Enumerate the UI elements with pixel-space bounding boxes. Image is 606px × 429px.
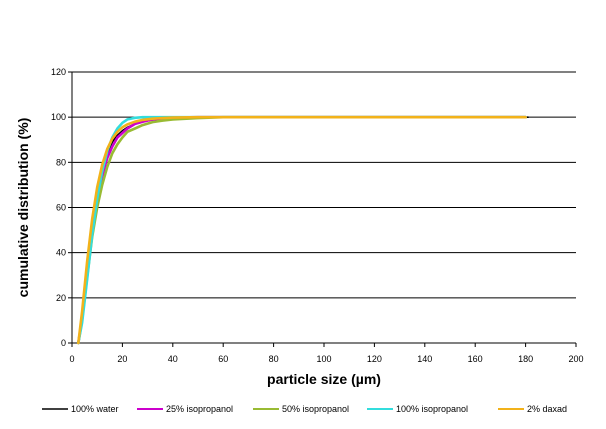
x-tick-label: 20 xyxy=(117,354,127,364)
grid-lines xyxy=(72,71,576,299)
y-tick-label: 0 xyxy=(61,338,66,348)
legend-label: 2% daxad xyxy=(527,404,567,414)
series-line-0 xyxy=(77,116,529,344)
x-tick-label: 200 xyxy=(568,354,583,364)
legend-label: 100% isopropanol xyxy=(396,404,468,414)
series-line-4 xyxy=(77,115,527,345)
y-tick-label: 80 xyxy=(56,157,66,167)
series-line-1 xyxy=(77,115,527,345)
legend: 100% water 25% isopropanol 50% isopropanol… xyxy=(42,404,567,414)
series-lines xyxy=(77,115,529,345)
x-tick-label: 40 xyxy=(168,354,178,364)
legend-label: 25% isopropanol xyxy=(166,404,233,414)
legend-label: 50% isopropanol xyxy=(282,404,349,414)
y-tick-label: 120 xyxy=(51,67,66,77)
x-tick-label: 100 xyxy=(316,354,331,364)
x-tick-label: 60 xyxy=(218,354,228,364)
series-line-2 xyxy=(77,115,527,345)
y-tick-label: 20 xyxy=(56,293,66,303)
x-tick-label: 120 xyxy=(367,354,382,364)
x-tick-label: 180 xyxy=(518,354,533,364)
y-tick-label: 100 xyxy=(51,112,66,122)
series-line-3 xyxy=(77,115,527,345)
y-tick-label: 40 xyxy=(56,248,66,258)
axes xyxy=(68,71,577,347)
tick-labels: 0 20 40 60 80 100 120 0 20 40 60 80 100 120 140 160 180 2… xyxy=(51,67,584,364)
y-tick-label: 60 xyxy=(56,203,66,213)
legend-label: 100% water xyxy=(71,404,119,414)
x-tick-label: 0 xyxy=(69,354,74,364)
x-tick-label: 80 xyxy=(269,354,279,364)
x-axis-title: particle size (µm) xyxy=(267,371,381,387)
y-axis-title: cumulative distribution (%) xyxy=(15,118,31,298)
x-tick-label: 160 xyxy=(468,354,483,364)
x-tick-label: 140 xyxy=(417,354,432,364)
